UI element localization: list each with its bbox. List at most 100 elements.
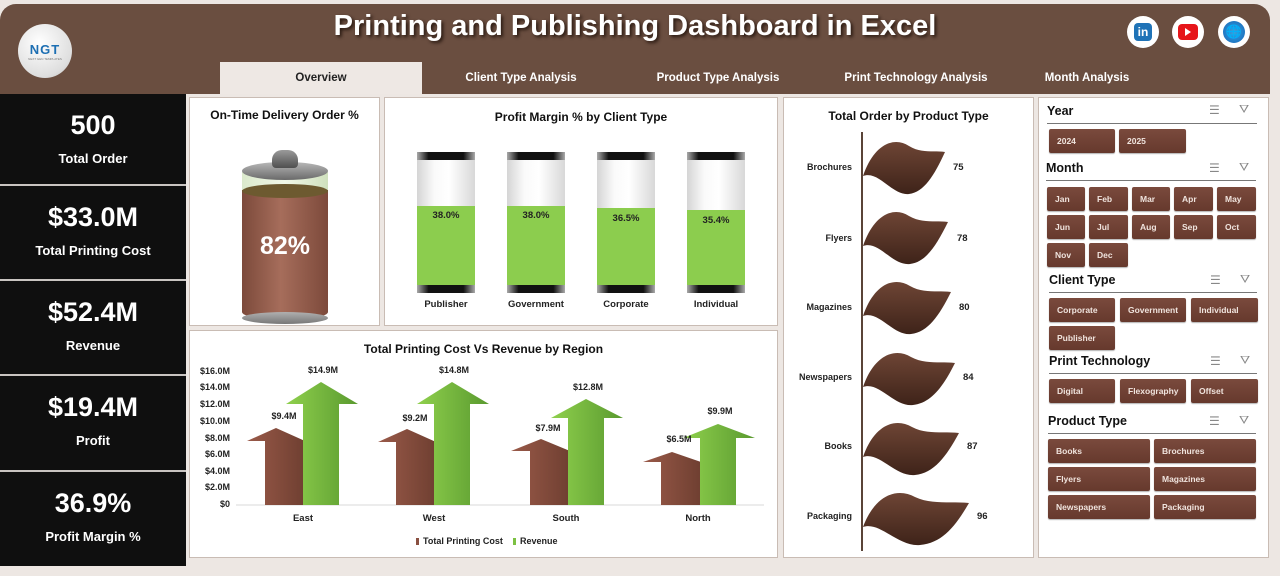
data-label: 35.4%	[702, 215, 730, 226]
data-label: $6.5M	[666, 434, 692, 444]
y-tick: $2.0M	[204, 482, 230, 492]
slicer-panel: Year ☰ ⛛ 2024 2025 Month ☰ ⛛ Jan Feb Mar…	[1038, 97, 1269, 558]
slicer-client-individual[interactable]: Individual	[1191, 298, 1258, 322]
slicer-month-jun[interactable]: Jun	[1047, 215, 1085, 239]
y-tick: $0	[219, 499, 230, 509]
slicer-month-apr[interactable]: Apr	[1174, 187, 1213, 211]
slicer-client-publisher[interactable]: Publisher	[1049, 326, 1115, 350]
flag-pole	[861, 132, 863, 551]
data-label: 96	[977, 511, 988, 522]
legend-revenue[interactable]: Revenue	[513, 536, 558, 546]
ontime-value: 82%	[259, 232, 311, 260]
slicer-title-print-technology: Print Technology	[1049, 354, 1151, 368]
x-label: West	[422, 513, 446, 524]
category-label: Corporate	[603, 299, 649, 310]
data-label: $12.8M	[572, 382, 604, 392]
kpi-label: Total Order	[58, 151, 128, 166]
slicer-month-jan[interactable]: Jan	[1047, 187, 1085, 211]
slicer-product-books[interactable]: Books	[1048, 439, 1150, 463]
kpi-total-printing-cost: $33.0M Total Printing Cost	[0, 186, 186, 281]
clear-filter-icon[interactable]: ⛛	[1239, 102, 1250, 116]
logo-text: NGT	[29, 41, 61, 57]
tube-individual[interactable]: 35.4%	[687, 152, 745, 293]
slicer-title-month: Month	[1046, 161, 1084, 175]
slicer-client-corporate[interactable]: Corporate	[1049, 298, 1115, 322]
slicer-product-packaging[interactable]: Packaging	[1154, 495, 1256, 519]
slicer-month-sep[interactable]: Sep	[1174, 215, 1213, 239]
tab-client-type-analysis[interactable]: Client Type Analysis	[465, 72, 577, 84]
slicer-month-may[interactable]: May	[1217, 187, 1256, 211]
ngt-logo: NGT NEXT GEN TEMPLATES	[18, 24, 72, 78]
tab-print-technology-analysis[interactable]: Print Technology Analysis	[844, 72, 988, 84]
data-label: 87	[967, 441, 978, 452]
slicer-tech-flexography[interactable]: Flexography	[1120, 379, 1186, 403]
data-label: 78	[957, 233, 968, 244]
slicer-year-2024[interactable]: 2024	[1049, 129, 1115, 153]
y-tick: $14.0M	[199, 382, 230, 392]
kpi-label: Total Printing Cost	[35, 243, 151, 258]
slicer-month-mar[interactable]: Mar	[1132, 187, 1170, 211]
clear-filter-icon[interactable]: ⛛	[1239, 413, 1250, 427]
flag-bars	[863, 141, 969, 546]
clear-filter-icon[interactable]: ⛛	[1240, 272, 1251, 286]
tube-corporate[interactable]: 36.5%	[597, 152, 655, 293]
multi-select-icon[interactable]: ☰	[1210, 273, 1221, 287]
multi-select-icon[interactable]: ☰	[1209, 161, 1220, 175]
multi-select-icon[interactable]: ☰	[1209, 103, 1220, 117]
kpi-value: 36.9%	[54, 488, 132, 518]
multi-select-icon[interactable]: ☰	[1209, 414, 1220, 428]
data-label: 80	[959, 302, 970, 313]
profit-margin-chart: Profit Margin % by Client Type 38.0% Pub…	[384, 97, 778, 326]
orders-by-product-chart: Total Order by Product Type Brochures Fl…	[783, 97, 1034, 558]
tube-publisher[interactable]: 38.0%	[417, 152, 475, 293]
legend-cost[interactable]: Total Printing Cost	[416, 536, 503, 546]
tab-overview[interactable]: Overview	[220, 62, 422, 94]
clear-filter-icon[interactable]: ⛛	[1240, 353, 1251, 367]
slicer-product-brochures[interactable]: Brochures	[1154, 439, 1256, 463]
slicer-month-oct[interactable]: Oct	[1217, 215, 1256, 239]
slicer-tech-offset[interactable]: Offset	[1191, 379, 1258, 403]
legend-swatch	[513, 537, 516, 545]
data-label: 75	[953, 162, 964, 173]
category-label: Publisher	[424, 299, 468, 310]
category-label: Individual	[693, 299, 739, 310]
tab-product-type-analysis[interactable]: Product Type Analysis	[656, 72, 780, 84]
legend-swatch	[416, 537, 419, 545]
arrow-bars	[236, 382, 764, 506]
linkedin-button[interactable]: in	[1127, 16, 1159, 48]
slicer-year-2025[interactable]: 2025	[1119, 129, 1186, 153]
tab-month-analysis[interactable]: Month Analysis	[1044, 72, 1130, 84]
y-tick: $8.0M	[204, 433, 230, 443]
website-button[interactable]: 🌐	[1218, 16, 1250, 48]
slicer-month-aug[interactable]: Aug	[1132, 215, 1170, 239]
slicer-product-flyers[interactable]: Flyers	[1048, 467, 1150, 491]
slicer-month-nov[interactable]: Nov	[1047, 243, 1085, 267]
tab-bar: Overview Client Type Analysis Product Ty…	[220, 62, 1158, 94]
slicer-client-government[interactable]: Government	[1120, 298, 1186, 322]
slicer-product-magazines[interactable]: Magazines	[1154, 467, 1256, 491]
youtube-button[interactable]	[1172, 16, 1204, 48]
category-label: Brochures	[806, 162, 852, 172]
y-tick: $16.0M	[199, 366, 230, 376]
slicer-month-jul[interactable]: Jul	[1089, 215, 1128, 239]
tube-government[interactable]: 38.0%	[507, 152, 565, 293]
category-label: Books	[824, 441, 852, 451]
category-label: Magazines	[806, 302, 852, 312]
slicer-month-dec[interactable]: Dec	[1089, 243, 1128, 267]
slicer-product-newspapers[interactable]: Newspapers	[1048, 495, 1150, 519]
battery-gauge: 82%	[242, 150, 328, 330]
multi-select-icon[interactable]: ☰	[1210, 354, 1221, 368]
kpi-label: Profit	[76, 433, 110, 448]
slicer-month-feb[interactable]: Feb	[1089, 187, 1128, 211]
category-label: Flyers	[825, 233, 852, 243]
data-label: 84	[963, 372, 974, 383]
chart-title: Total Order by Product Type	[828, 109, 989, 123]
x-label: South	[552, 513, 580, 524]
y-tick: $4.0M	[204, 466, 230, 476]
website-globe-icon: 🌐	[1223, 21, 1245, 43]
ontime-delivery-card: On-Time Delivery Order % 82%	[189, 97, 380, 326]
clear-filter-icon[interactable]: ⛛	[1239, 160, 1250, 174]
y-tick: $10.0M	[199, 416, 230, 426]
data-label: $9.4M	[271, 411, 297, 421]
slicer-tech-digital[interactable]: Digital	[1049, 379, 1115, 403]
